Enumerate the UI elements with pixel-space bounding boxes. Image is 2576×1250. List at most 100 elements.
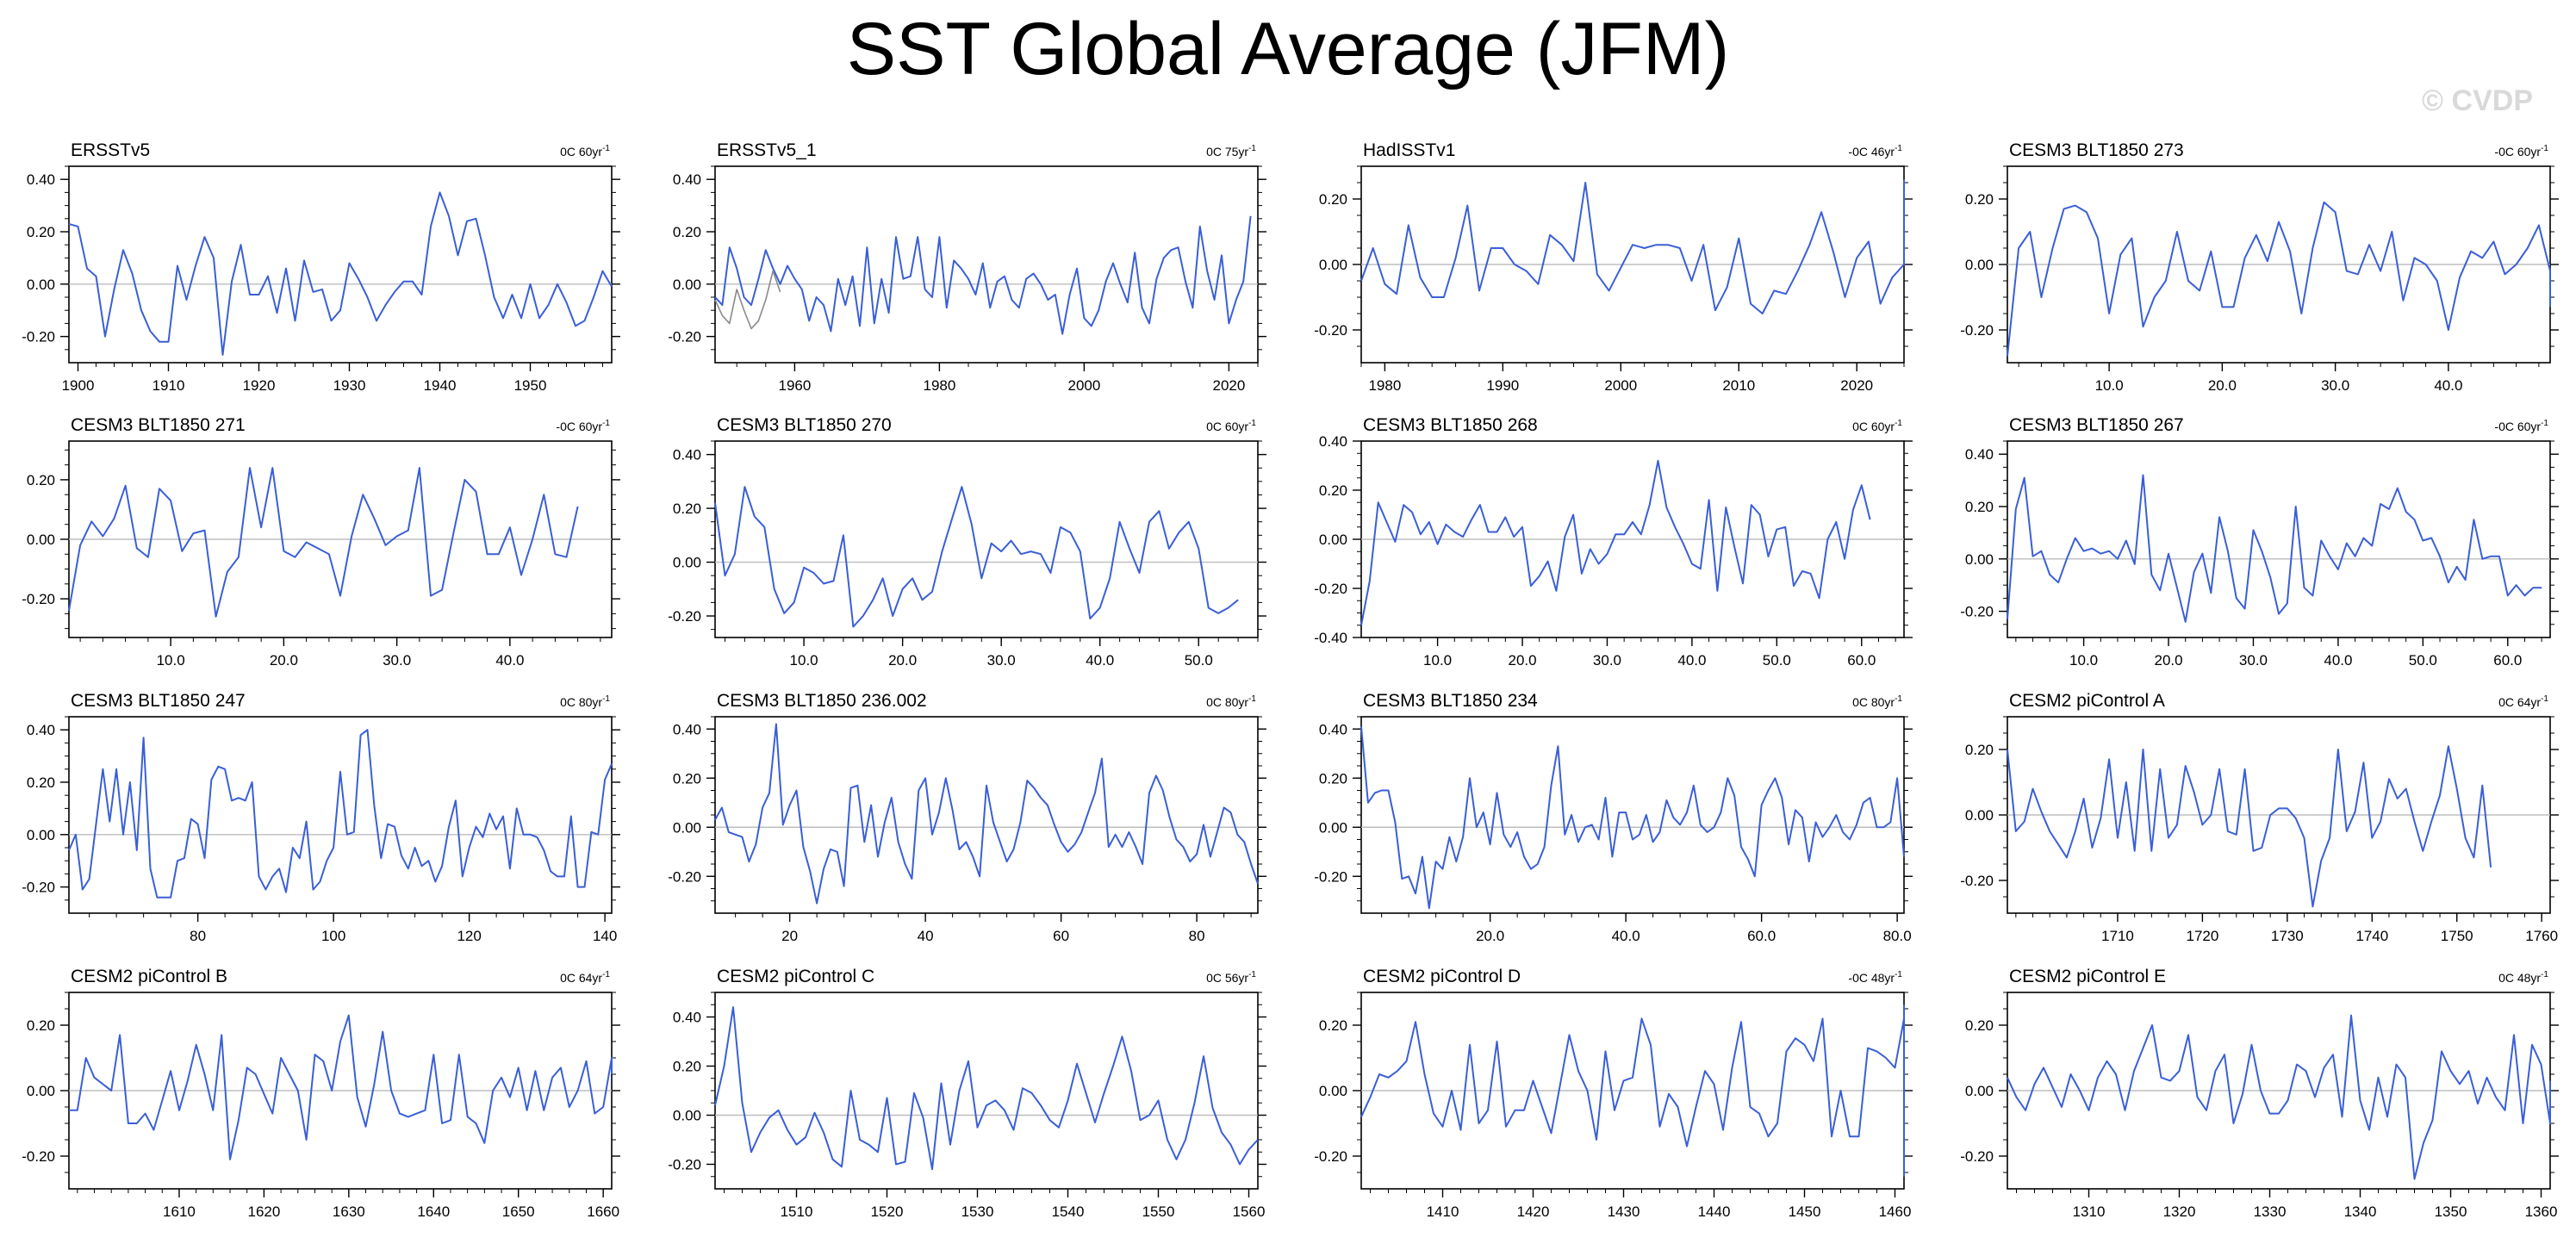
y-tick-label: 0.00 [1965,551,1994,568]
panel-cesm2-picontrol-c: CESM2 piControl C 0C 56yr-1 -0.20 0.00 0.20 0… [668,967,1266,1220]
trend-label: -0C 60yr-1 [2494,144,2548,159]
x-tick-label: 2020 [1212,377,1245,394]
trend-label: -0C 60yr-1 [2494,419,2548,433]
y-tick-label: -0.20 [1960,873,1994,889]
series-line-cesm3-blt1850-271 [68,467,579,618]
x-tick-label: 1510 [781,1203,813,1220]
x-tick-label: 30.0 [1593,652,1621,669]
y-tick-label: 0.00 [27,277,55,293]
y-tick-label: -0.20 [1314,868,1347,885]
y-tick-label: 0.20 [1319,1017,1347,1034]
trend-label: 0C 60yr-1 [1852,419,1902,433]
x-tick-label: 40.0 [1612,928,1640,944]
trend-label: 0C 64yr-1 [2498,694,2548,709]
y-tick-label: 0.40 [673,1010,701,1026]
x-tick-label: 120 [457,928,481,944]
trend-label: -0C 60yr-1 [556,419,610,433]
y-tick-label: 0.40 [1319,721,1347,737]
panel-title: CESM2 piControl B [71,967,227,986]
x-tick-label: 1920 [243,377,276,394]
y-tick-label: 0.40 [673,721,701,737]
y-tick-label: 0.00 [673,819,701,836]
y-tick-label: 0.40 [1965,446,1994,463]
x-tick-label: 30.0 [987,652,1016,669]
series-line-cesm3-blt1850-267 [2007,474,2542,623]
x-tick-label: 1900 [62,377,95,394]
plot-frame [2007,440,2551,638]
panel-title: CESM3 BLT1850 268 [1363,415,1538,435]
x-tick-label: 50.0 [2409,652,2437,669]
x-tick-label: 1740 [2355,928,2388,944]
y-tick-label: -0.20 [1960,604,1994,620]
trend-label: 0C 80yr-1 [560,694,610,709]
panel-title: CESM3 BLT1850 270 [717,415,892,435]
y-tick-label: 0.40 [673,447,701,463]
trend-label: -0C 48yr-1 [1848,970,1902,985]
panel-title: CESM2 piControl D [1363,967,1521,986]
series-line-cesm3-blt1850-270 [714,486,1239,628]
x-tick-label: 20.0 [888,652,917,669]
y-tick-label: 0.00 [27,1083,55,1099]
x-tick-label: 1960 [778,377,811,394]
y-tick-label: 0.40 [27,171,55,188]
panel-title: CESM2 piControl C [717,967,874,986]
panel-cesm3-blt1850-273: CESM3 BLT1850 273 -0C 60yr-1 -0.20 0.00 0.20… [1960,140,2559,394]
x-tick-label: 30.0 [2321,377,2349,394]
y-tick-label: 0.20 [27,1017,55,1034]
x-tick-label: 1930 [333,377,366,394]
y-tick-label: -0.20 [1314,1148,1347,1165]
x-tick-label: 1520 [871,1203,904,1220]
y-tick-label: 0.00 [673,277,701,293]
x-tick-label: 40.0 [2434,377,2462,394]
x-tick-label: 1750 [2441,928,2473,944]
x-tick-label: 1660 [587,1203,619,1220]
y-tick-label: 0.20 [27,774,55,791]
x-tick-label: 1340 [2344,1203,2377,1220]
y-tick-label: 0.40 [1319,433,1347,450]
x-tick-label: 1650 [502,1203,535,1220]
series-line-ersstv5 [68,191,613,356]
trend-label: 0C 80yr-1 [1852,694,1902,709]
x-tick-label: 140 [593,928,617,944]
y-tick-label: 0.00 [673,555,701,571]
y-tick-label: 0.20 [1319,482,1347,499]
panel-cesm2-picontrol-d: CESM2 piControl D -0C 48yr-1 -0.20 0.00 0.20… [1314,967,1913,1220]
y-tick-label: -0.40 [1314,630,1347,646]
x-tick-label: 1710 [2101,928,2134,944]
series-line-cesm3-blt1850-273 [2007,201,2551,357]
y-tick-label: -0.20 [22,880,55,896]
y-tick-label: 0.20 [1965,742,1994,758]
y-tick-label: -0.20 [22,1148,55,1165]
panel-cesm3-blt1850-270: CESM3 BLT1850 270 0C 60yr-1 -0.20 0.00 0.20 0… [668,415,1266,669]
y-tick-label: 0.20 [673,224,701,240]
series-line-cesm2-picontrol-b [69,1014,613,1160]
y-tick-label: 0.00 [27,532,55,548]
y-tick-label: 0.40 [673,171,701,188]
panel-cesm2-picontrol-e: CESM2 piControl E 0C 48yr-1 -0.20 0.00 0.20 1… [1960,967,2559,1220]
panel-title: CESM2 piControl A [2009,691,2165,711]
x-tick-label: 20.0 [2208,377,2237,394]
x-tick-label: 100 [321,928,345,944]
y-tick-label: -0.20 [22,591,55,607]
x-tick-label: 1410 [1427,1203,1459,1220]
series-line-cesm3-blt1850-268 [1360,459,1871,625]
x-tick-label: 1630 [333,1203,365,1220]
x-tick-label: 1950 [514,377,547,394]
y-tick-label: 0.20 [1965,1017,1994,1034]
y-tick-label: 0.00 [673,1108,701,1124]
x-tick-label: 60.0 [1747,928,1776,944]
y-tick-label: 0.20 [1319,191,1347,208]
x-tick-label: 30.0 [2239,652,2268,669]
x-tick-label: 60.0 [2493,652,2522,669]
panel-title: CESM3 BLT1850 273 [2009,140,2184,160]
y-tick-label: -0.20 [1960,1148,1994,1165]
x-tick-label: 1990 [1486,377,1519,394]
y-tick-label: 0.20 [1965,499,1994,515]
series-line-cesm2-picontrol-d [1360,1004,1905,1177]
y-tick-label: 0.20 [27,224,55,240]
x-tick-label: 20.0 [270,652,298,669]
y-tick-label: 0.00 [27,827,55,843]
x-tick-label: 1550 [1142,1203,1175,1220]
series-line-cesm2-picontrol-e [2007,1014,2551,1180]
panel-cesm3-blt1850-271: CESM3 BLT1850 271 -0C 60yr-1 -0.20 0.00 0.20… [22,415,620,669]
